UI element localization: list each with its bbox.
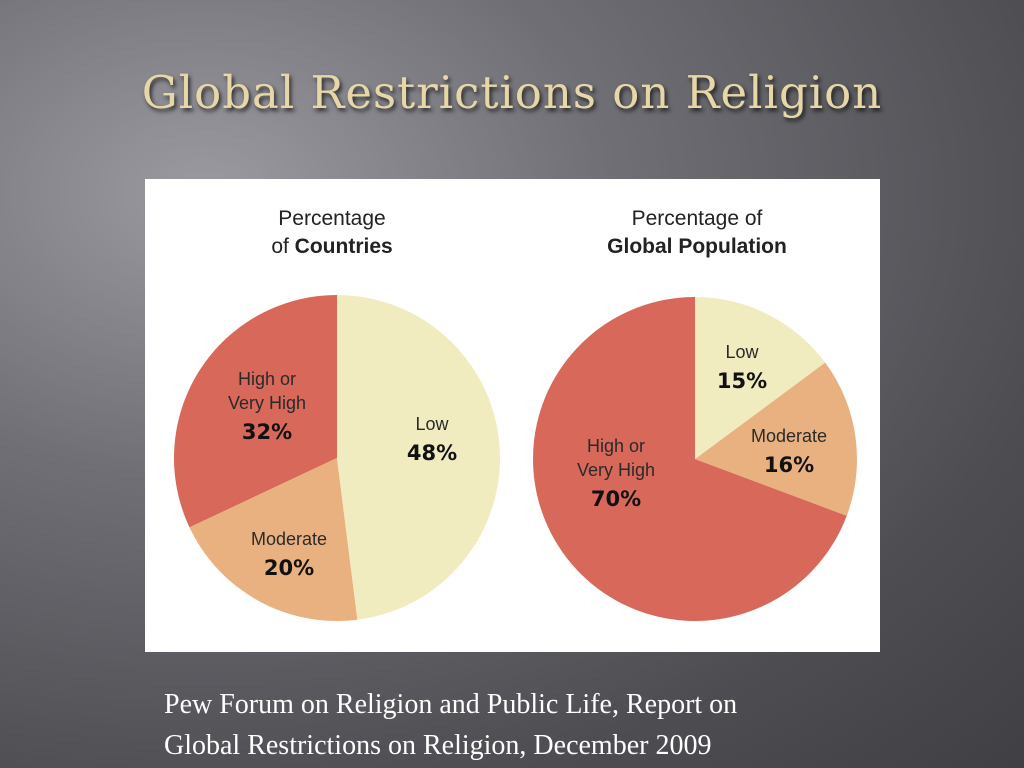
pie-slice-moderate xyxy=(189,458,358,621)
slice-label-moderate: Moderate xyxy=(751,426,827,446)
slice-value-low: 48% xyxy=(407,441,457,465)
slide-title: Global Restrictions on Religion xyxy=(141,66,883,119)
slice-value-low: 15% xyxy=(717,369,767,393)
pie-charts: Percentage of Countries Low 48% Moderate 20… xyxy=(173,207,857,621)
chart-subtitle-countries: of Countries xyxy=(271,235,392,258)
pie-chart-countries: Percentage of Countries Low 48% Moderate 20… xyxy=(173,207,501,621)
chart-title-countries: Percentage xyxy=(278,207,385,230)
slice-value-high: 70% xyxy=(591,487,641,511)
chart-title-line2-bold: Countries xyxy=(295,235,393,258)
chart-title-line2-prefix: of xyxy=(271,235,294,258)
pie-slice-moderate xyxy=(695,362,857,516)
slice-label-high: High or xyxy=(587,436,645,456)
slice-label-low: Low xyxy=(725,342,759,362)
chart-title-line2-bold: Global Population xyxy=(607,235,787,258)
slice-label-low: Low xyxy=(415,414,449,434)
chart-subtitle-population: Global Population xyxy=(607,235,787,258)
chart-panel: Percentage of Countries Low 48% Moderate 20… xyxy=(145,179,880,652)
pie-slice-high xyxy=(173,295,337,528)
slice-value-moderate: 16% xyxy=(764,453,814,477)
pie-slice-low xyxy=(337,295,501,620)
pie-slice-low xyxy=(695,297,826,459)
slice-label-moderate: Moderate xyxy=(251,529,327,549)
pie-slice-high xyxy=(533,297,847,621)
chart-title-line1: Percentage of xyxy=(632,207,763,230)
caption-line-2: Global Restrictions on Religion, Decembe… xyxy=(164,730,712,761)
source-caption: Pew Forum on Religion and Public Life, R… xyxy=(164,684,984,766)
slice-label-high: Very High xyxy=(577,460,655,480)
slice-label-high: Very High xyxy=(228,393,306,413)
caption-line-1: Pew Forum on Religion and Public Life, R… xyxy=(164,689,738,720)
chart-title-line1: Percentage xyxy=(278,207,385,230)
pie-chart-population: Percentage of Global Population Low 15% Mo… xyxy=(533,207,857,621)
slice-label-high: High or xyxy=(238,369,296,389)
slice-value-moderate: 20% xyxy=(264,556,314,580)
slice-value-high: 32% xyxy=(242,420,292,444)
chart-title-population: Percentage of xyxy=(632,207,763,230)
